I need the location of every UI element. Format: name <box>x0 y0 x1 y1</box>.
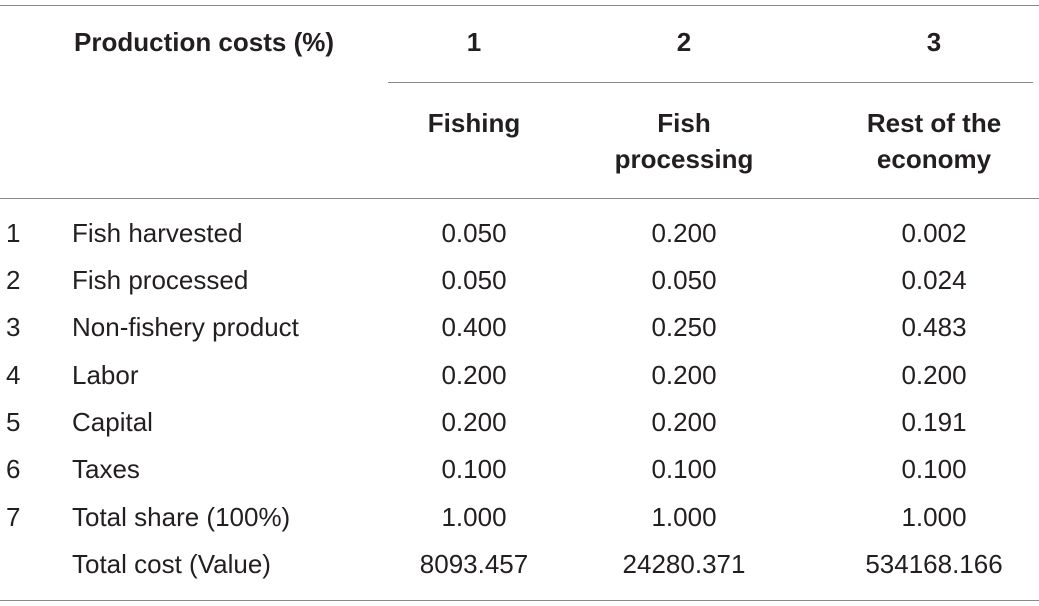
row-value-col-2: 0.200 <box>651 218 717 248</box>
col-name-rest-of-economy: Rest of the economy <box>867 105 1001 177</box>
col-name-fishing-line-1: Fishing <box>427 108 521 138</box>
col-number-3: 3 <box>926 27 942 57</box>
row-number: 6 <box>6 454 21 484</box>
col-name-rest-of-economy-line-1: Rest of the <box>866 108 1002 138</box>
row-value-col-3: 0.024 <box>901 265 967 295</box>
col-name-fishing: Fishing <box>428 105 520 141</box>
row-label: Total share (100%) <box>72 502 291 532</box>
header-bottom-rule <box>0 198 1039 199</box>
row-number: 1 <box>6 218 21 248</box>
row-label: Taxes <box>72 454 140 484</box>
row-value-col-1: 0.050 <box>441 218 507 248</box>
row-value-col-3: 534168.166 <box>865 549 1003 579</box>
row-label: Fish harvested <box>72 218 243 248</box>
col-name-fish-processing-line-1: Fish <box>657 108 711 138</box>
row-value-col-3: 0.200 <box>901 360 967 390</box>
row-label: Capital <box>72 407 153 437</box>
row-value-col-1: 0.400 <box>441 312 507 342</box>
row-value-col-1: 1.000 <box>441 502 507 532</box>
row-number: 3 <box>6 312 21 342</box>
row-value-col-1: 0.050 <box>441 265 507 295</box>
row-number: 5 <box>6 407 21 437</box>
row-label: Fish processed <box>72 265 249 295</box>
row-label: Non-fishery product <box>72 312 299 342</box>
row-value-col-3: 0.002 <box>901 218 967 248</box>
col-number-2: 2 <box>676 27 692 57</box>
row-value-col-1: 0.200 <box>441 407 507 437</box>
top-rule <box>0 5 1039 6</box>
header-sub-rule <box>388 82 1033 83</box>
row-label: Labor <box>72 360 139 390</box>
row-value-col-2: 0.050 <box>651 265 717 295</box>
row-value-col-3: 0.191 <box>901 407 967 437</box>
row-value-col-1: 0.100 <box>441 454 507 484</box>
row-value-col-2: 0.100 <box>651 454 717 484</box>
row-value-col-2: 0.200 <box>651 407 717 437</box>
col-name-rest-of-economy-line-2: economy <box>876 144 992 174</box>
row-label: Total cost (Value) <box>72 549 271 579</box>
row-value-col-1: 0.200 <box>441 360 507 390</box>
row-value-col-2: 1.000 <box>651 502 717 532</box>
row-value-col-3: 1.000 <box>901 502 967 532</box>
row-number: 4 <box>6 360 21 390</box>
row-value-col-2: 24280.371 <box>622 549 746 579</box>
row-label-header: Production costs (%) <box>74 27 335 57</box>
col-name-fish-processing: Fish processing <box>615 105 754 177</box>
bottom-rule <box>0 600 1039 601</box>
row-value-col-2: 0.200 <box>651 360 717 390</box>
row-number: 7 <box>6 502 21 532</box>
col-name-fish-processing-line-2: processing <box>614 144 754 174</box>
row-value-col-1: 8093.457 <box>419 549 529 579</box>
row-number: 2 <box>6 265 21 295</box>
row-value-col-2: 0.250 <box>651 312 717 342</box>
row-value-col-3: 0.100 <box>901 454 967 484</box>
col-number-1: 1 <box>466 27 482 57</box>
row-value-col-3: 0.483 <box>901 312 967 342</box>
